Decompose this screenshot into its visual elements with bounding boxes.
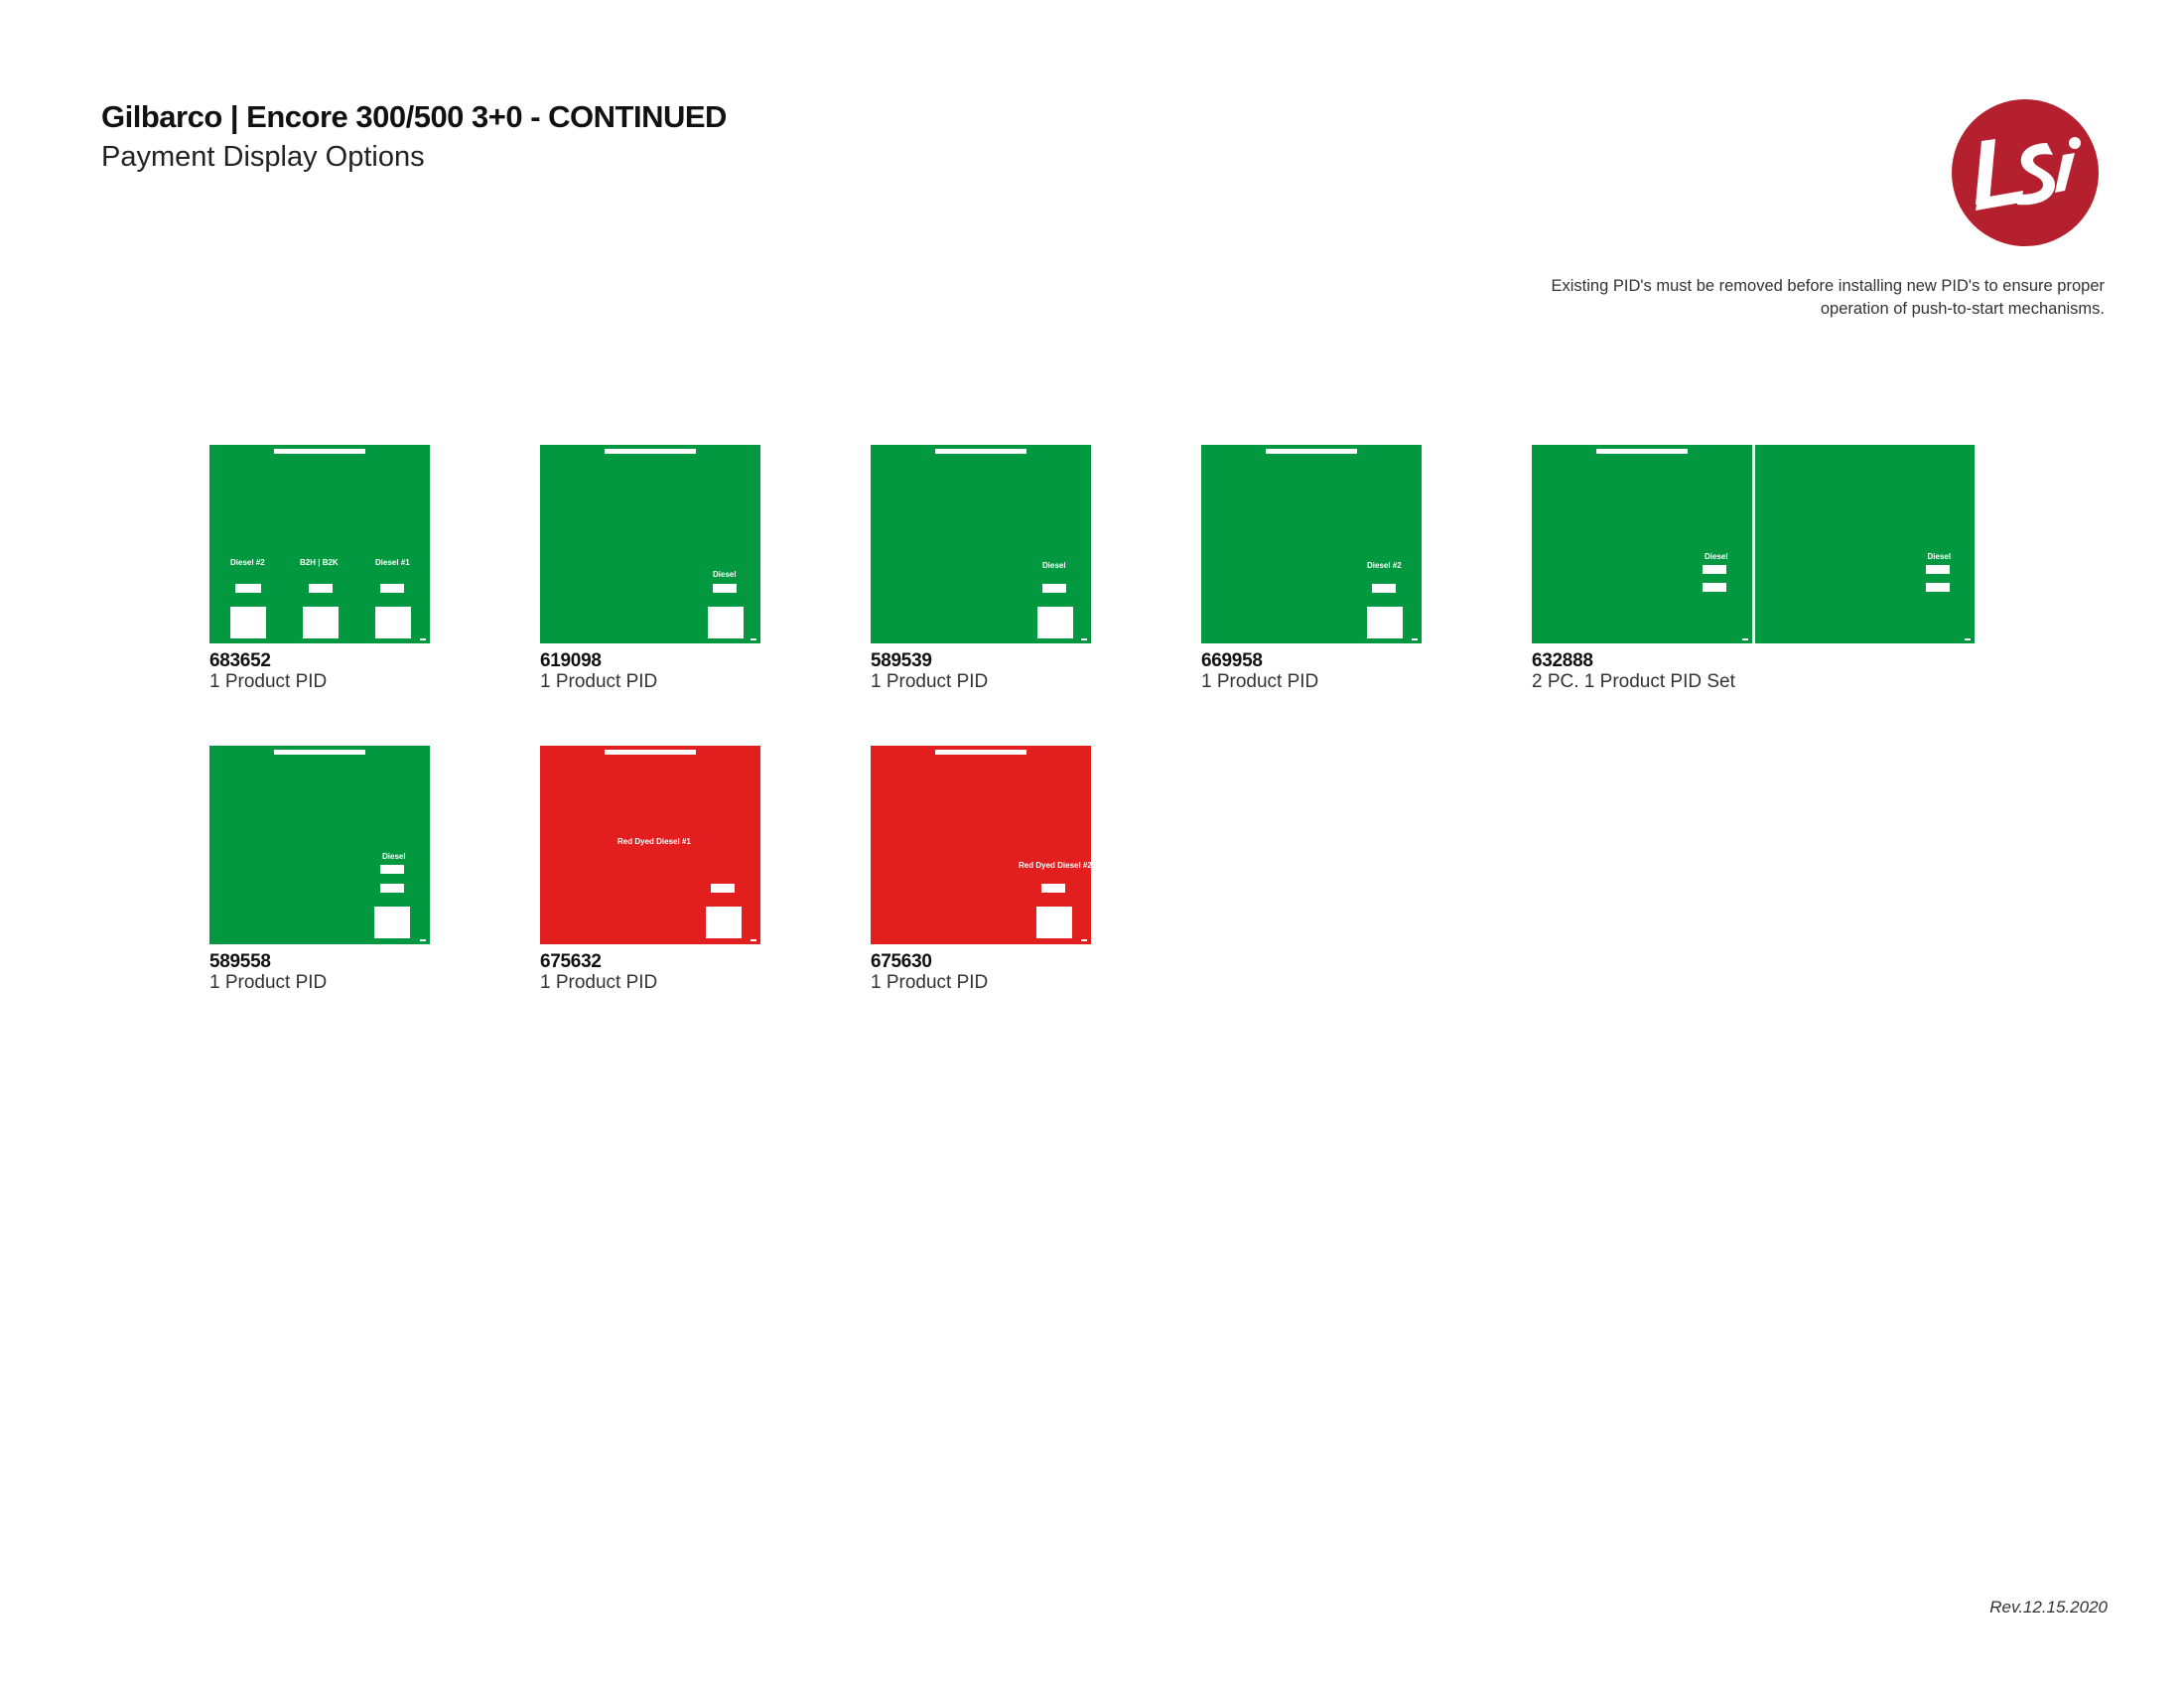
revision-date: Rev.12.15.2020 (1989, 1598, 2108, 1617)
pid-label: B2H | B2K (300, 558, 339, 567)
pid-label: Diesel (713, 570, 737, 579)
pid-label: Diesel #1 (375, 558, 410, 567)
product-number: 669958 (1201, 650, 1263, 671)
pid-label: Red Dyed Diesel #2 (1019, 861, 1092, 870)
product-description: 1 Product PID (540, 671, 658, 692)
product-description: 2 PC. 1 Product PID Set (1532, 671, 1735, 692)
pid-label: Diesel #2 (230, 558, 265, 567)
pid-preview: Red Dyed Diesel #2 (871, 746, 1092, 944)
product-number: 675630 (871, 951, 932, 972)
pid-preview-left: Diesel (1532, 445, 1752, 643)
product-card-669958: Diesel #2 669958 1 Product PID (1201, 445, 1422, 693)
product-description: 1 Product PID (1201, 671, 1319, 692)
installation-notice: Existing PID's must be removed before in… (1489, 275, 2105, 321)
product-number: 619098 (540, 650, 602, 671)
pid-preview: Diesel (209, 746, 430, 944)
product-number: 589558 (209, 951, 271, 972)
pid-label: Diesel (382, 852, 406, 861)
product-number: 675632 (540, 951, 602, 972)
pid-preview: Diesel #2 B2H | B2K Diesel #1 (209, 445, 430, 643)
product-card-675632: Red Dyed Diesel #1 675632 1 Product PID (540, 746, 760, 994)
product-description: 1 Product PID (540, 972, 658, 993)
product-number: 683652 (209, 650, 271, 671)
page-subtitle: Payment Display Options (101, 141, 425, 173)
pid-preview: Red Dyed Diesel #1 (540, 746, 760, 944)
product-number: 589539 (871, 650, 932, 671)
product-card-675630: Red Dyed Diesel #2 675630 1 Product PID (871, 746, 1092, 994)
product-card-619098: Diesel 619098 1 Product PID (540, 445, 760, 693)
product-description: 1 Product PID (871, 972, 989, 993)
pid-label: Diesel (1927, 552, 1952, 561)
product-card-589558: Diesel 589558 1 Product PID (209, 746, 430, 994)
pid-label: Diesel (1042, 561, 1066, 570)
pid-label: Diesel #2 (1367, 561, 1402, 570)
product-card-632888: Diesel Diesel 632888 2 PC. 1 Product PID… (1532, 445, 1975, 693)
product-card-589539: Diesel 589539 1 Product PID (871, 445, 1091, 693)
notice-line-2: operation of push-to-start mechanisms. (1820, 300, 2105, 318)
pid-preview: Diesel (871, 445, 1091, 643)
product-card-683652: Diesel #2 B2H | B2K Diesel #1 683652 1 P… (209, 445, 430, 693)
page-title: Gilbarco | Encore 300/500 3+0 - CONTINUE… (101, 99, 727, 134)
pid-preview: Diesel (540, 445, 760, 643)
product-description: 1 Product PID (209, 671, 328, 692)
pid-preview: Diesel #2 (1201, 445, 1422, 643)
product-number: 632888 (1532, 650, 1593, 671)
product-description: 1 Product PID (871, 671, 989, 692)
lsi-logo (1952, 99, 2099, 246)
pid-label: Diesel (1705, 552, 1728, 561)
product-description: 1 Product PID (209, 972, 328, 993)
scanner-bar (274, 449, 365, 454)
pid-label: Red Dyed Diesel #1 (617, 837, 691, 846)
pid-preview-right: Diesel (1754, 445, 1975, 643)
notice-line-1: Existing PID's must be removed before in… (1551, 277, 2105, 295)
